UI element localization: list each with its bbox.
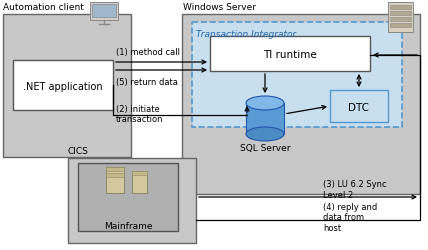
Bar [13,60,113,110]
Bar [388,2,413,32]
Bar [3,14,131,157]
Text: Transaction Integrator: Transaction Integrator [196,30,296,39]
Text: Mainframe: Mainframe [104,222,152,231]
Ellipse shape [246,96,284,110]
Text: Automation client: Automation client [3,3,84,12]
Bar [390,23,411,27]
Text: .NET application: .NET application [23,82,103,92]
Bar [90,2,118,20]
Bar [210,36,370,71]
Text: SQL Server: SQL Server [240,144,290,153]
Bar [246,103,284,134]
Bar [68,158,196,243]
Bar [92,4,116,17]
Text: TI runtime: TI runtime [263,50,317,60]
Bar [106,167,124,171]
Bar [390,5,411,9]
Text: (1) method call: (1) method call [116,48,180,57]
Bar [182,14,420,194]
Text: (5) return data: (5) return data [116,78,178,87]
Text: (2) initiate
transaction: (2) initiate transaction [116,105,163,124]
Bar [106,167,124,193]
Bar [192,22,402,127]
Bar [390,11,411,15]
Text: DTC: DTC [348,103,369,113]
Bar [132,171,147,175]
Text: (4) reply and
data from
host: (4) reply and data from host [323,203,377,233]
Bar [132,171,147,193]
Ellipse shape [246,127,284,141]
Bar [78,163,178,231]
Bar [330,90,388,122]
Text: CICS: CICS [68,147,89,156]
Bar [390,17,411,21]
Bar [106,173,124,177]
Text: Windows Server: Windows Server [183,3,256,12]
Text: (3) LU 6.2 Sync
Level 2: (3) LU 6.2 Sync Level 2 [323,180,386,200]
